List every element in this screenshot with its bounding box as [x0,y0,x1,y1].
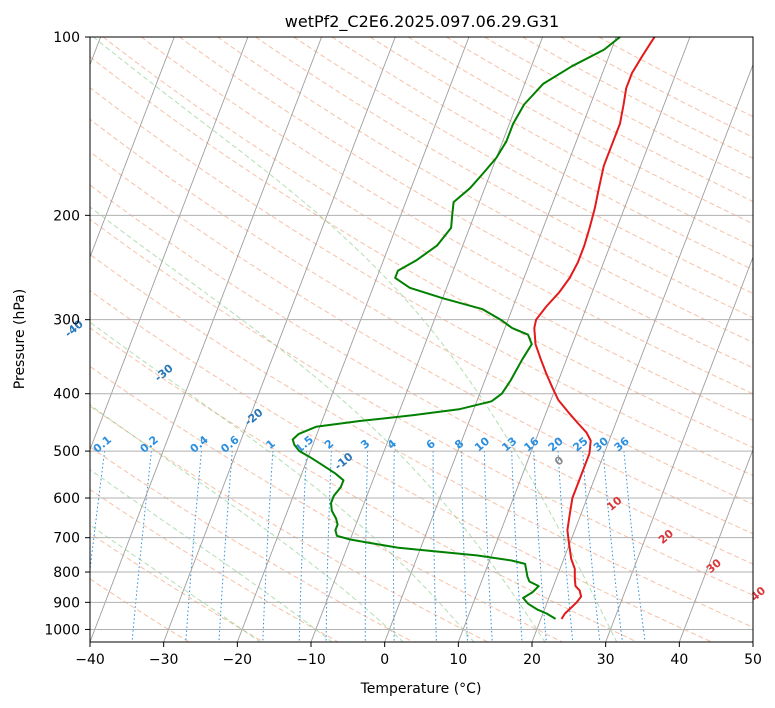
mixing-ratio-line [262,451,274,642]
x-tick-label: 40 [670,652,688,668]
dry-adiabat [407,37,753,225]
isotherm-line [90,37,249,451]
x-tick-label: −10 [296,652,326,668]
mixing-ratio-line [557,451,574,642]
moist-adiabat [90,404,404,642]
dry-adiabat [90,87,753,477]
x-tick-label: −30 [149,652,179,668]
mixing-ratio-line [392,451,395,642]
dry-adiabat [90,56,753,449]
y-tick-label: 400 [53,387,80,403]
dry-adiabat [90,253,753,628]
dry-adiabat [331,37,753,271]
x-tick-label: 0 [380,652,389,668]
isotherm-line [90,37,323,642]
dewpoint-profile [291,37,621,620]
axes: −40 −30 −20 −10 0 10 20 30 40 50 100 200 300 400 500 60… [44,30,762,668]
isotherm-line [531,63,753,642]
dry-adiabat [217,37,753,344]
y-axis-label: Pressure (hPa) [12,289,28,389]
mixing-ratio-line [461,451,468,642]
isotherm-line [678,448,753,642]
mixing-ratio-line [533,451,547,642]
mixing-ratio-line [298,451,308,642]
isotherm-line [163,37,396,642]
dry-adiabat [484,37,753,181]
isotherm-line [310,37,544,642]
x-tick-label: 10 [449,652,467,668]
mixing-ratio-line [218,451,233,642]
y-tick-label: 300 [53,313,80,329]
chart-title: wetPf2_C2E6.2025.097.06.29.G31 [285,12,559,32]
isotherm-line [236,37,470,642]
sounding-profiles [291,37,656,620]
x-tick-label: 50 [744,652,762,668]
mixing-ratio-line [582,451,601,642]
moist-adiabat [90,206,546,642]
dry-adiabat [90,290,712,642]
dry-adiabat [90,365,563,642]
isotherm-line [384,37,617,642]
y-tick-label: 500 [53,444,80,460]
y-tick-label: 900 [53,595,80,611]
isotherm-line [457,37,691,642]
y-tick-label: 100 [53,30,80,46]
dry-adiabat [90,327,638,642]
moist-adiabat [93,37,618,642]
dry-adiabat [90,405,488,642]
dry-adiabat [140,37,753,395]
mixing-ratio-line [432,451,437,642]
y-tick-label: 800 [53,565,80,581]
x-tick-label: 30 [597,652,615,668]
y-tick-label: 1000 [44,622,80,638]
y-tick-label: 600 [53,491,80,507]
isotherm-line [90,37,175,259]
mixing-ratio-line [602,451,623,642]
moist-adiabat [90,524,262,642]
y-tick-label: 700 [53,531,80,547]
moist-adiabat [90,321,475,642]
x-axis-label: Temperature (°C) [360,681,482,697]
mixing-ratio-line [511,451,523,642]
dry-adiabat [255,37,753,319]
x-tick-label: −40 [75,652,105,668]
dry-adiabat [102,37,753,421]
dry-adiabat [90,532,264,642]
dry-adiabat [90,151,753,535]
background-lines [90,37,753,642]
dry-adiabat [90,446,414,642]
dry-adiabat [90,184,753,565]
moist-adiabat [90,469,333,642]
mixing-ratio-line [185,451,202,642]
x-tick-label: 20 [523,652,541,668]
mixing-ratio-line [364,451,369,642]
plot-frame [89,36,754,643]
mixing-ratio-line [325,451,332,642]
x-tick-label: −20 [223,652,253,668]
temperature-profile [533,37,656,620]
isotherm-line [605,255,753,642]
mixing-ratio-line [131,451,152,642]
dry-adiabat [179,37,753,369]
y-tick-label: 200 [53,208,80,224]
